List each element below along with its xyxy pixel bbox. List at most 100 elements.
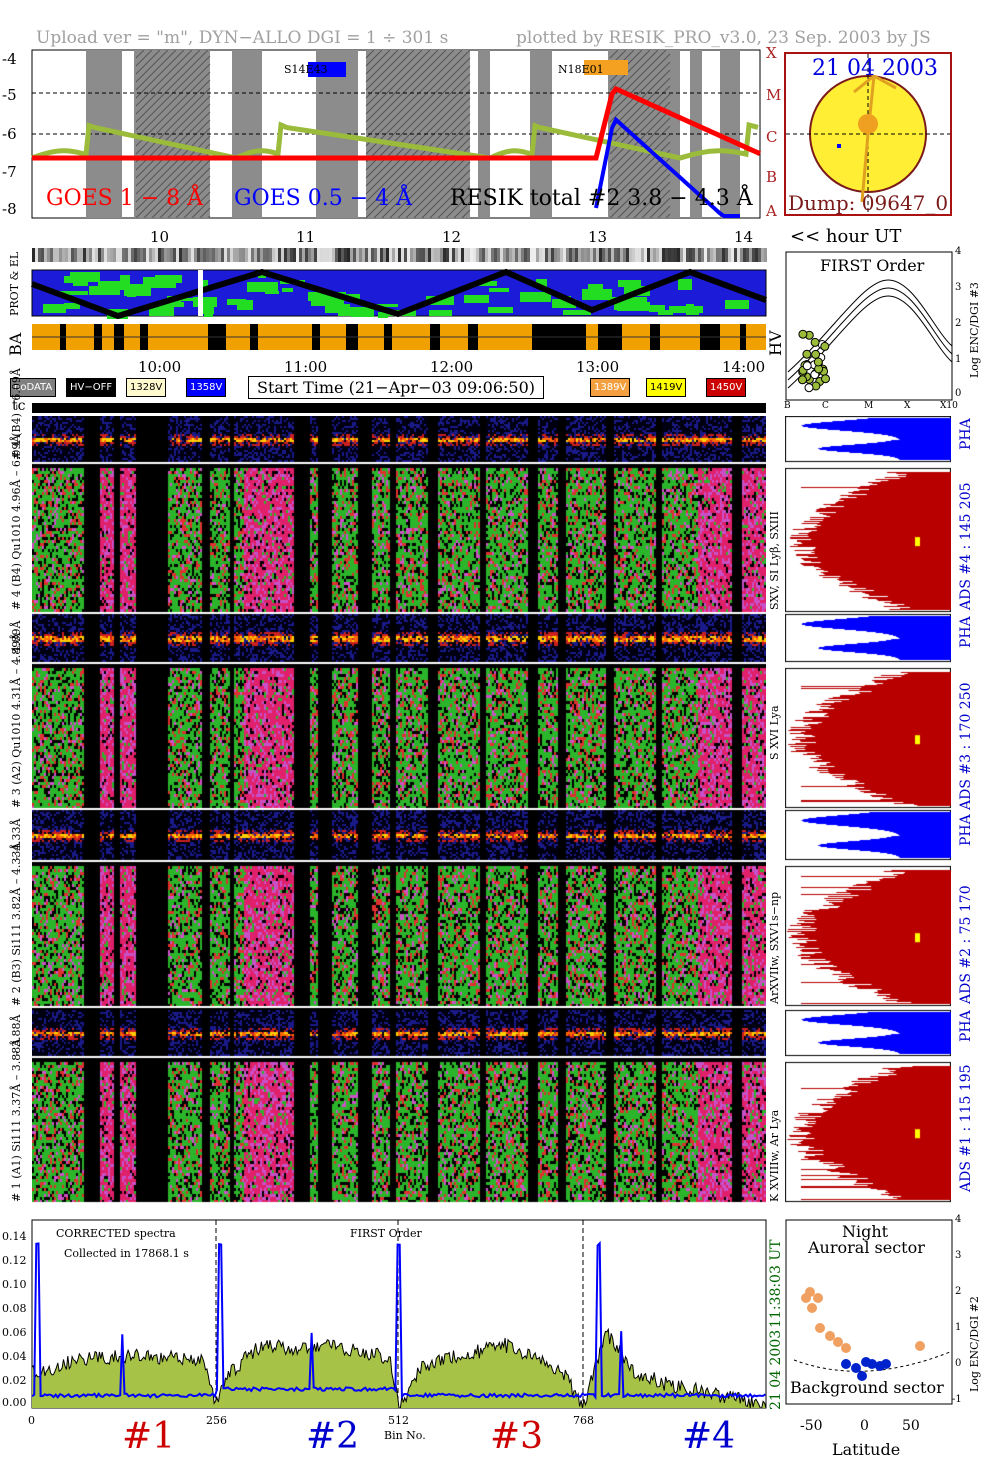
grey-cell [539,248,542,262]
hatch-line [167,175,211,219]
green-patch [156,302,184,307]
orbit-time: 11:00 [284,358,328,376]
grey-cell [53,248,56,262]
grey-cell [182,248,185,262]
orbit-time: 12:00 [430,358,474,376]
fo-xtick: B [784,401,791,411]
hatch-line [365,113,471,219]
lat-ytick: -1 [952,1394,962,1405]
grey-cell [215,248,218,262]
grey-cell [371,248,374,262]
hatch-line [365,49,463,147]
grey-cell [761,248,764,262]
hatch-line [151,159,211,219]
grey-cell [440,248,443,262]
grey-cell [614,248,617,262]
green-patch [282,288,293,292]
grey-cell [200,248,203,262]
grey-cell [98,248,101,262]
hatch-line [609,85,671,147]
lat-ytick: 0 [955,1358,962,1369]
grey-cell [431,248,434,262]
grey-cell [647,248,650,262]
grey-cell [674,248,677,262]
goes-class-label: C [766,128,778,146]
grey-cell [77,248,80,262]
latitude-xlabel: Latitude [832,1440,901,1459]
hatch-line [135,63,211,139]
hatch-line [665,213,671,219]
grey-cell [563,248,566,262]
corr-ytick: 0.14 [2,1230,27,1243]
green-patch [237,300,253,310]
grey-cell [713,248,716,262]
grey-cell [284,248,287,262]
grey-cell [668,248,671,262]
grey-cell [632,248,635,262]
grey-cell [599,248,602,262]
fo-point [810,337,820,347]
green-patch [155,275,182,283]
green-patch [649,305,665,312]
hatch-line [135,49,185,99]
tc-bar [32,403,766,413]
grey-cell [311,248,314,262]
grey-cell [464,248,467,262]
tc-label: tc [12,398,26,414]
hatch-line [207,215,211,219]
grey-cell [236,248,239,262]
latitude-title-2: Auroral sector [808,1238,925,1257]
hatch-line [135,49,177,91]
hatch-line [609,133,671,195]
grey-cell [62,248,65,262]
grey-cell [557,248,560,262]
auroral-point [833,1337,843,1347]
hour-tick: 11 [296,228,316,246]
first-order-panel [785,251,953,401]
first-order-ylabel: Log ENC/DGI #3 [968,282,981,378]
grey-cell [731,248,734,262]
grey-cell [287,248,290,262]
grey-cell [467,248,470,262]
grey-cell [116,248,119,262]
legend-hv-off: HV−OFF [66,378,117,397]
grey-cell [617,248,620,262]
hatch-line [365,49,455,139]
hatch-line [365,49,447,131]
grey-cell [320,248,323,262]
green-patch [149,306,174,316]
hatch-line [625,173,671,219]
grey-cell [455,248,458,262]
grey-cell [170,248,173,262]
flare-spot [858,114,878,134]
background-point [881,1359,891,1369]
grey-cell [473,248,476,262]
grey-cell [626,248,629,262]
lat-xtick: 0 [860,1418,869,1434]
line-label-1: K XVIIIw, Ar Lya [768,1109,781,1202]
goes-class-label: X [766,44,777,62]
sun-dump: Dump: 09647_0 [788,191,949,215]
grey-cell [326,248,329,262]
grey-cell [449,248,452,262]
grey-cell [167,248,170,262]
lat-xtick: 50 [902,1418,920,1434]
grey-cell [485,248,488,262]
hatch-line [609,157,671,219]
auroral-point [801,1293,811,1303]
hatch-line [365,57,471,163]
grey-cell [362,248,365,262]
green-patch [199,280,208,288]
green-patch [98,281,130,290]
background-sector-label: Background sector [790,1378,944,1397]
first-order-points [798,329,830,393]
grey-cell [299,248,302,262]
resik-legend: RESIK total #2 3.8 − 4.3 Å [450,186,753,211]
goes-short-legend: GOES 0.5 − 4 Å [234,186,413,211]
region-marker-1 [308,62,346,77]
hatch-line [365,65,471,171]
grey-cell [728,248,731,262]
hatch-line [365,49,383,67]
grey-cell [689,248,692,262]
grey-cell [38,248,41,262]
